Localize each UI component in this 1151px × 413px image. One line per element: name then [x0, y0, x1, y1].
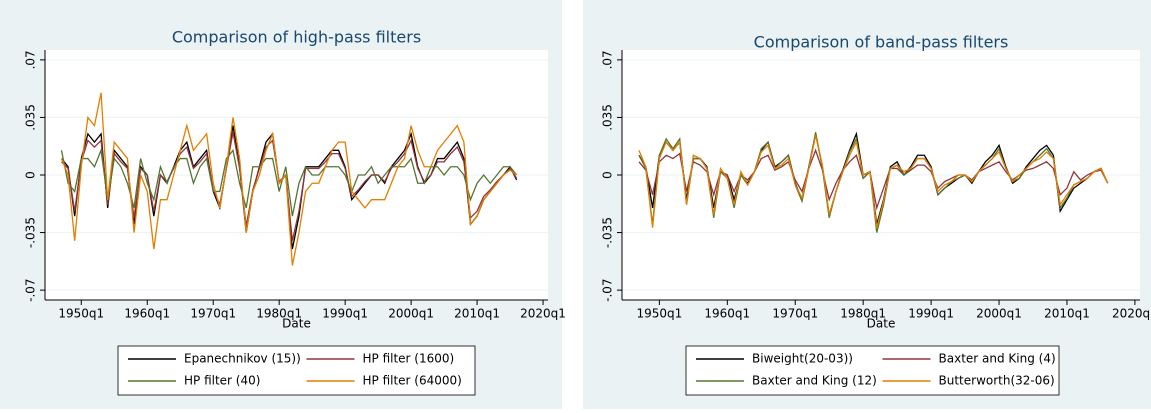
x-tick-label: 2000q1 — [976, 307, 1022, 321]
x-tick-label: 2000q1 — [388, 307, 434, 321]
legend-box — [117, 345, 476, 396]
legend-label: Baxter and King (4) — [939, 352, 1056, 366]
x-tick-label: 1950q1 — [636, 307, 682, 321]
x-axis-label: Date — [282, 317, 311, 331]
legend-label: HP filter (1600) — [363, 352, 455, 366]
chart-title: Comparison of high-pass filters — [172, 28, 421, 47]
x-tick-label: 1980q1 — [256, 307, 302, 321]
x-tick-label: 1960q1 — [704, 307, 750, 321]
series-line — [61, 132, 518, 241]
legend-label: HP filter (40) — [184, 374, 260, 388]
series-line — [60, 147, 518, 217]
legend-label: Biweight(20-03)) — [752, 352, 853, 366]
y-tick-label: .035 — [24, 104, 38, 131]
x-tick-label: 2010q1 — [1044, 307, 1090, 321]
legend-label: Butterworth(32-06) — [939, 374, 1055, 388]
legend-label: Epanechnikov (15)) — [184, 352, 301, 366]
legend-label: HP filter (64000) — [363, 374, 462, 388]
x-tick-label: 1970q1 — [190, 307, 236, 321]
series-line — [638, 148, 1109, 211]
legend-label: Baxter and King (12) — [752, 374, 877, 388]
y-tick-label: .07 — [24, 50, 38, 69]
x-tick-label: 1970q1 — [772, 307, 818, 321]
series-line — [638, 135, 1109, 228]
chart-title: Comparison of band-pass filters — [754, 33, 1009, 52]
x-tick-label: 1960q1 — [124, 307, 170, 321]
x-tick-label: 1990q1 — [322, 307, 368, 321]
y-tick-label: -.035 — [601, 217, 615, 248]
x-tick-label: 2010q1 — [454, 307, 500, 321]
x-axis-label: Date — [867, 317, 896, 331]
y-tick-label: -.035 — [24, 217, 38, 248]
x-tick-label: 1980q1 — [840, 307, 886, 321]
y-tick-label: 0 — [601, 171, 615, 179]
legend-box — [685, 345, 1060, 396]
y-tick-label: .07 — [601, 50, 615, 69]
series-line — [60, 92, 518, 266]
x-tick-label: 2020q1 — [520, 307, 566, 321]
x-tick-label: 1990q1 — [908, 307, 954, 321]
y-tick-label: -.07 — [24, 278, 38, 301]
y-tick-label: .035 — [601, 104, 615, 131]
y-tick-label: -.07 — [601, 278, 615, 301]
x-tick-label: 1950q1 — [58, 307, 104, 321]
y-tick-label: 0 — [24, 171, 38, 179]
x-tick-label: 2020q1 — [1112, 307, 1151, 321]
